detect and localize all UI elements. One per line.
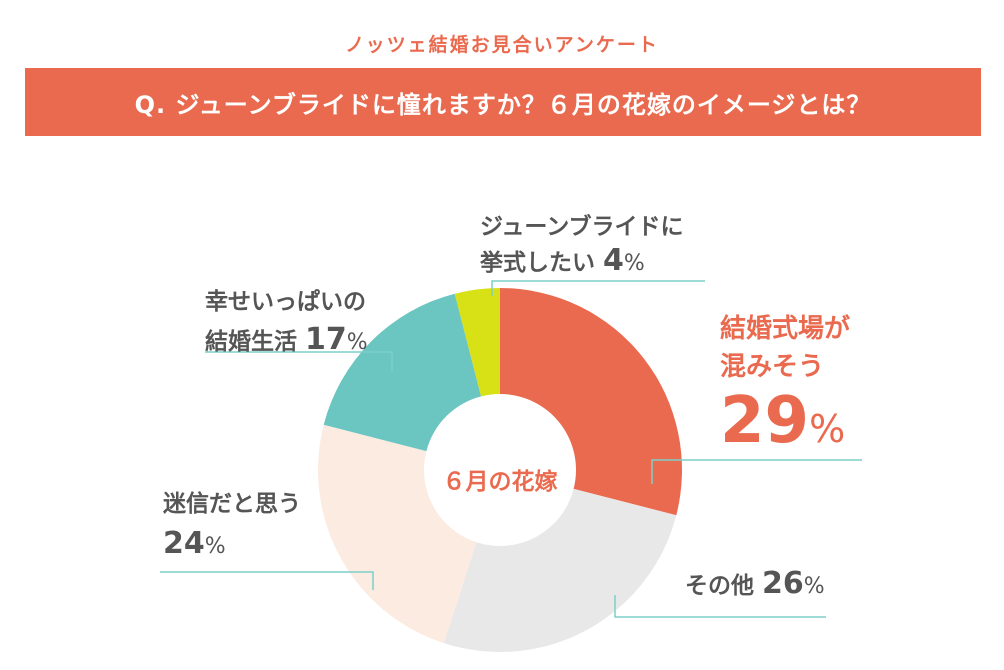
percent-sign: % — [623, 251, 645, 276]
donut-slice-0 — [500, 288, 683, 516]
donut-slice-2 — [318, 424, 477, 644]
leader-line-2 — [160, 571, 374, 590]
slice-label-june-bride: ジューンブライドに 挙式したい 4% — [480, 210, 684, 281]
donut-slice-3 — [323, 293, 482, 452]
survey-title: ノッツェ結婚お見合いアンケート — [345, 34, 659, 56]
slice-value-crowded: 29 — [720, 384, 810, 458]
slice-label-other-text: その他 — [685, 573, 763, 599]
slice-label-june-line2: 挙式したい — [480, 250, 604, 276]
slice-label-superstition-line1: 迷信だと思う — [163, 491, 301, 517]
slice-label-happy-line2: 結婚生活 — [205, 329, 306, 355]
slice-label-crowded-venues: 結婚式場が 混みそう 29% — [720, 310, 850, 456]
question-banner: Q. ジューンブライドに憧れますか？６月の花嫁のイメージとは？ — [25, 68, 981, 136]
leader-line-3 — [205, 351, 393, 372]
slice-label-june-line1: ジューンブライドに — [480, 214, 684, 240]
slice-label-crowded-line2: 混みそう — [720, 352, 825, 382]
slice-label-happy-life: 幸せいっぱいの 結婚生活 17% — [205, 283, 368, 362]
leader-line-4 — [491, 280, 705, 296]
slice-label-happy-line1: 幸せいっぱいの — [205, 289, 366, 315]
slice-value-june: 4 — [603, 243, 624, 278]
slice-label-superstition: 迷信だと思う 24% — [163, 484, 301, 567]
donut-slice-1 — [443, 488, 677, 652]
slice-label-crowded-line1: 結婚式場が — [720, 314, 851, 344]
donut-slice-4 — [454, 288, 500, 397]
slice-value-happy: 17 — [305, 322, 347, 357]
slice-value-other: 26 — [762, 566, 804, 601]
percent-sign: % — [346, 330, 368, 355]
chart-center-label: ６月の花嫁 — [442, 469, 558, 495]
leader-line-1 — [614, 595, 826, 618]
percent-sign: % — [204, 534, 226, 559]
slice-label-other: その他 26% — [685, 567, 825, 604]
leader-line-0 — [651, 459, 862, 484]
percent-sign: % — [803, 574, 825, 599]
slice-value-superstition: 24 — [163, 526, 205, 561]
percent-sign: % — [809, 407, 846, 451]
